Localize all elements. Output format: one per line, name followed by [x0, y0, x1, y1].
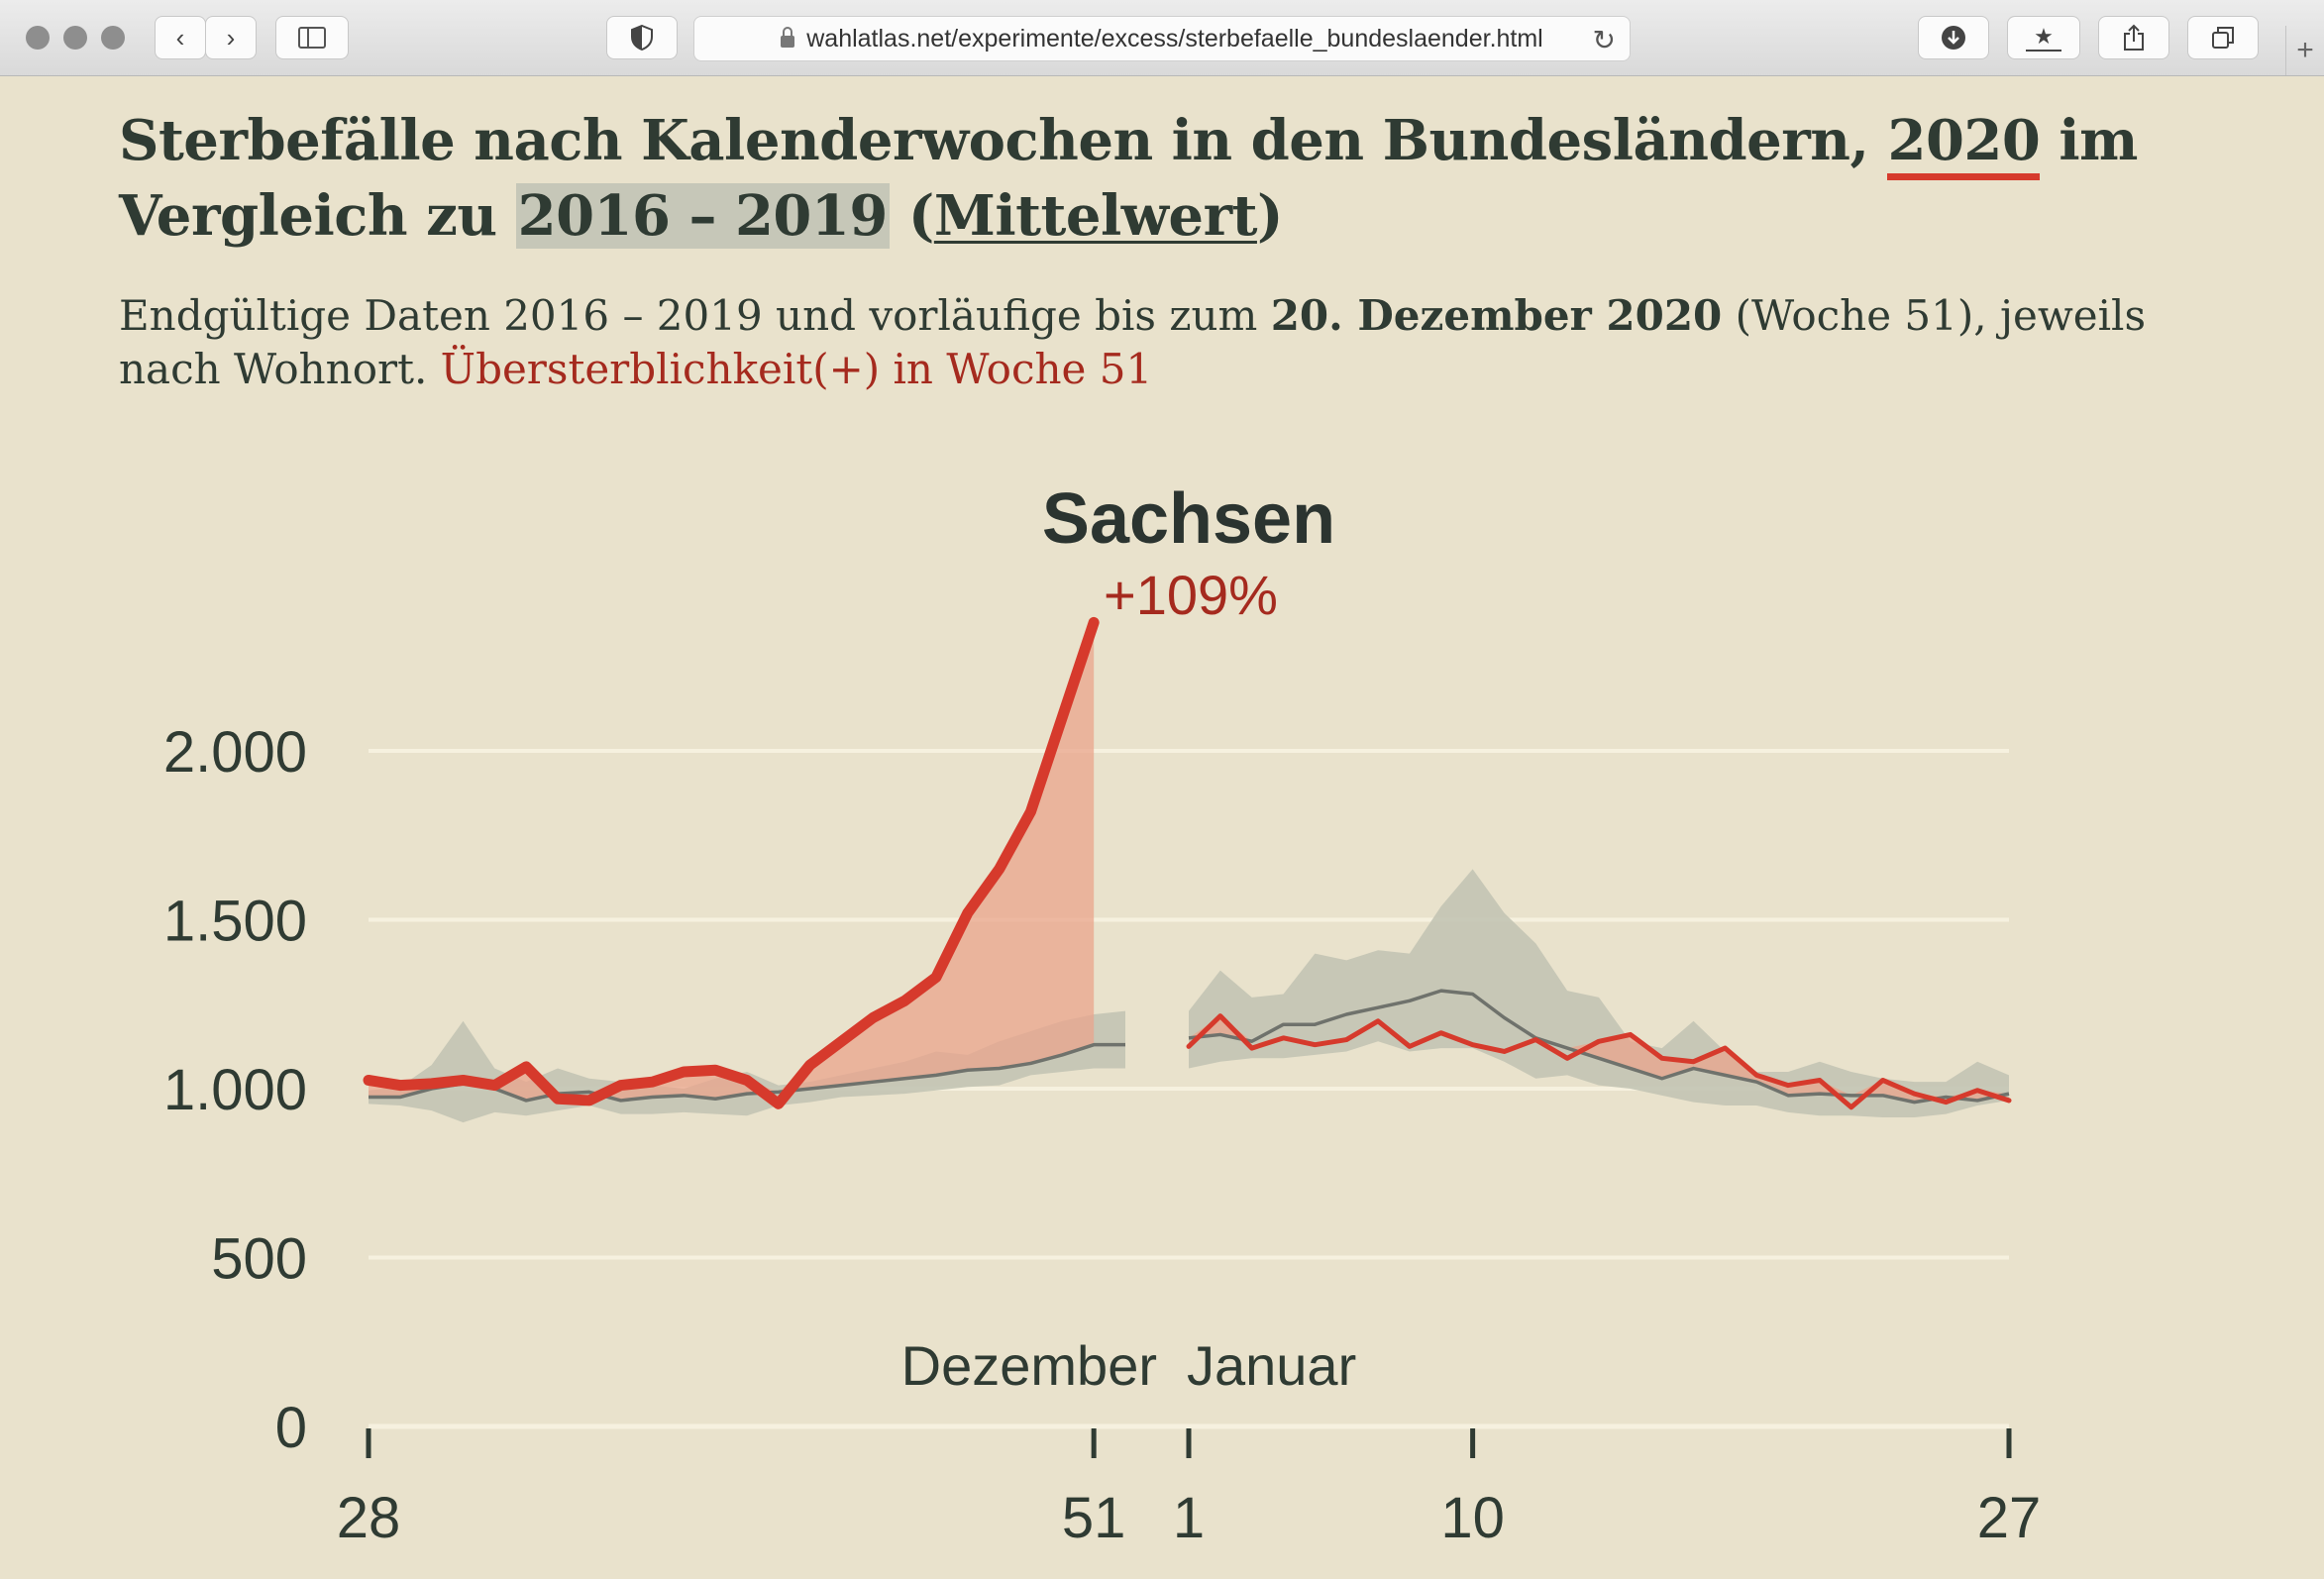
address-bar[interactable]: wahlatlas.net/experimente/excess/sterbef…	[693, 16, 1631, 61]
sidebar-icon	[298, 27, 326, 49]
excess-mortality-area	[1189, 991, 2009, 1103]
share-button[interactable]	[2098, 16, 2169, 59]
y-tick-label: 2.000	[163, 720, 307, 785]
title-range-2016-2019: 2016 – 2019	[515, 183, 890, 249]
back-button[interactable]: ‹	[155, 16, 206, 59]
x-tick-label: 1	[1173, 1486, 1205, 1550]
y-tick-label: 0	[275, 1396, 307, 1460]
tab-overview-button[interactable]	[2187, 16, 2259, 59]
zoom-window-icon[interactable]	[101, 26, 125, 50]
title-close-paren: )	[1256, 183, 1284, 249]
title-open-paren: (	[907, 183, 935, 249]
new-tab-icon[interactable]: +	[2285, 26, 2324, 75]
y-tick-label: 1.000	[163, 1058, 307, 1122]
axes: 0 500 1.000 1.500 2.000 28 51 1 10 27 Dezember Janu…	[163, 720, 2041, 1550]
month-label-dezember: Dezember	[901, 1334, 1157, 1397]
title-mean-link[interactable]: Mittelwert	[933, 183, 1258, 249]
title-text-1: Sterbefälle nach Kalenderwochen in den B…	[119, 108, 1869, 173]
forward-button[interactable]: ›	[205, 16, 257, 59]
url-text: wahlatlas.net/experimente/excess/sterbef…	[806, 24, 1543, 53]
x-tick-label: 10	[1440, 1486, 1505, 1550]
subtitle-text-2: (Woche 51), jeweils nach Wohnort.	[119, 291, 2147, 393]
line-2020	[1186, 1013, 2012, 1110]
close-window-icon[interactable]	[26, 26, 50, 50]
share-icon	[2124, 24, 2144, 51]
month-label-januar: Januar	[1187, 1334, 1356, 1397]
range-band-2016-2019	[1189, 869, 2009, 1117]
y-tick-label: 500	[211, 1227, 307, 1292]
x-tick-label: 51	[1062, 1486, 1126, 1550]
excess-area	[369, 622, 2009, 1103]
privacy-report-button[interactable]	[606, 16, 678, 59]
minimize-window-icon[interactable]	[63, 26, 87, 50]
bookmark-icon: ★	[2026, 24, 2061, 52]
excess-mortality-area	[369, 622, 1095, 1101]
tabs-icon	[2212, 27, 2234, 49]
shield-icon	[631, 25, 653, 51]
x-tick-label: 27	[1977, 1486, 2042, 1550]
title-year-2020: 2020	[1887, 108, 2041, 180]
y-tick-label: 1.500	[163, 890, 307, 954]
x-tick-label: 28	[337, 1486, 401, 1550]
lines-2020	[363, 616, 2012, 1110]
excess-percent-label: +109%	[1104, 564, 1278, 626]
subtitle-date: 20. Dezember 2020	[1270, 291, 1723, 340]
reload-icon[interactable]: ↻	[1592, 25, 1616, 55]
sidebar-button[interactable]	[275, 16, 349, 59]
back-icon: ‹	[175, 22, 185, 53]
page-title: Sterbefälle nach Kalenderwochen in den B…	[119, 103, 2219, 254]
forward-icon: ›	[226, 22, 236, 53]
subtitle-text-1: Endgültige Daten 2016 – 2019 und vorläuf…	[119, 291, 1258, 340]
downloads-button[interactable]	[1918, 16, 1989, 59]
chart-title: Sachsen	[1042, 479, 1335, 559]
lock-icon	[781, 27, 795, 48]
bookmark-button[interactable]: ★	[2007, 16, 2080, 59]
page-subtitle: Endgültige Daten 2016 – 2019 und vorläuf…	[119, 289, 2219, 396]
title-text-2: im Vergleich zu	[119, 108, 2138, 249]
gridlines	[369, 749, 2009, 1260]
mean-2016-2019-line	[1188, 989, 2010, 1105]
browser-toolbar: ‹ › wahlatlas.net/experimente/excess/ste…	[0, 0, 2324, 76]
subtitle-excess-note: Übersterblichkeit(+) in Woche 51	[440, 345, 1153, 393]
download-icon	[1942, 26, 1965, 50]
line-2020	[363, 616, 1100, 1109]
